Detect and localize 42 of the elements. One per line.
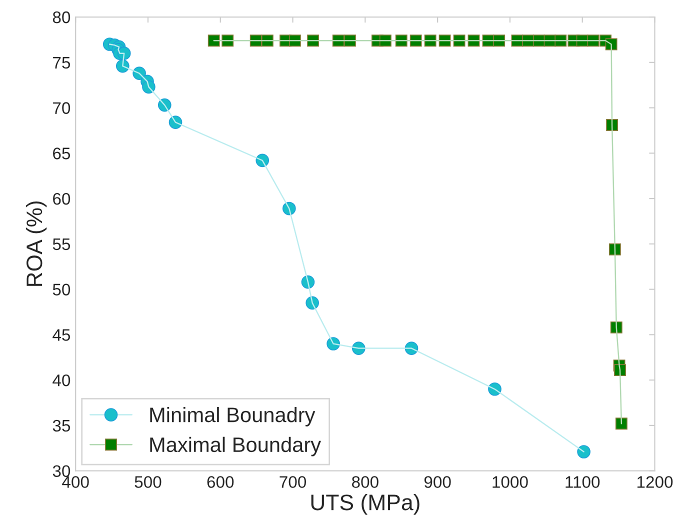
x-tick-label: 900 — [424, 476, 451, 488]
y-tick-label: 55 — [52, 238, 70, 250]
x-tick-label: 500 — [134, 476, 162, 488]
y-tick-label: 80 — [52, 11, 70, 24]
x-tick-label: 1100 — [566, 476, 600, 488]
point — [261, 34, 274, 47]
point — [554, 34, 567, 47]
point — [493, 34, 506, 47]
y-tick-label: 35 — [52, 420, 70, 432]
x-tick-label: 800 — [352, 476, 378, 488]
point — [288, 34, 301, 47]
y-tick-label: 60 — [53, 192, 70, 205]
point — [379, 34, 392, 47]
x-tick-label: 600 — [207, 476, 234, 488]
point — [453, 34, 466, 47]
y-axis-title: ROA (%) — [26, 201, 47, 286]
point — [438, 34, 451, 47]
point — [208, 34, 220, 47]
point — [410, 34, 422, 47]
point — [587, 34, 600, 47]
x-tick-label: 700 — [280, 476, 306, 488]
y-tick-label: 50 — [52, 284, 70, 296]
point — [577, 445, 590, 458]
point — [424, 34, 436, 47]
x-tick-label: 1200 — [637, 476, 673, 488]
y-tick-label: 70 — [53, 102, 70, 114]
y-tick-label: 75 — [53, 56, 70, 69]
point — [344, 34, 356, 47]
x-tick-label: 400 — [62, 476, 89, 488]
point — [307, 34, 320, 47]
y-tick-label: 65 — [53, 148, 70, 160]
point — [395, 34, 408, 47]
legend-label: Minimal Bounadry — [150, 406, 316, 426]
point — [615, 418, 628, 430]
point — [222, 34, 234, 47]
legend-label: Maximal Boundary — [150, 436, 322, 456]
x-tick-label: 1000 — [492, 476, 528, 488]
y-tick-label: 30 — [52, 465, 70, 478]
y-tick-label: 40 — [52, 374, 70, 386]
point — [606, 119, 618, 132]
x-axis-title: UTS (MPa) — [311, 494, 420, 515]
y-tick-label: 45 — [52, 329, 70, 341]
